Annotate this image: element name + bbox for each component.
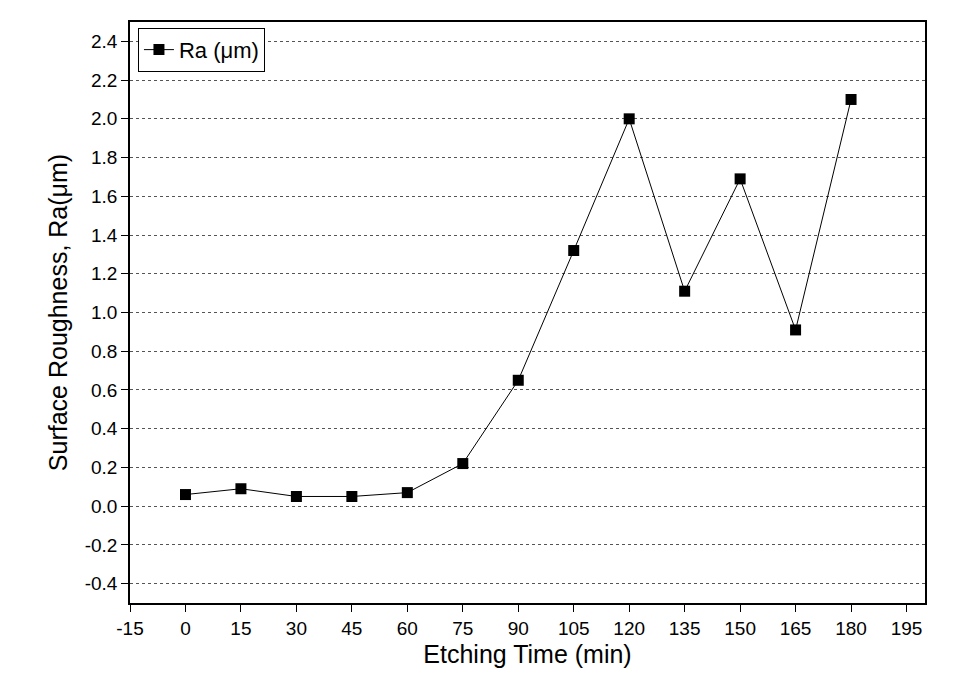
svg-text:1.4: 1.4 — [91, 225, 118, 246]
svg-text:2.4: 2.4 — [91, 31, 118, 52]
svg-text:135: 135 — [669, 618, 701, 639]
svg-text:105: 105 — [558, 618, 590, 639]
svg-text:-15: -15 — [116, 618, 143, 639]
svg-text:195: 195 — [891, 618, 923, 639]
svg-text:45: 45 — [341, 618, 362, 639]
svg-text:2.2: 2.2 — [91, 70, 117, 91]
svg-text:1.2: 1.2 — [91, 263, 117, 284]
svg-text:0: 0 — [180, 618, 191, 639]
svg-text:0.0: 0.0 — [91, 496, 117, 517]
svg-text:0.8: 0.8 — [91, 341, 117, 362]
svg-text:-0.2: -0.2 — [85, 535, 118, 556]
svg-text:2.0: 2.0 — [91, 108, 117, 129]
svg-text:1.6: 1.6 — [91, 186, 117, 207]
svg-text:0.6: 0.6 — [91, 380, 117, 401]
svg-text:30: 30 — [286, 618, 307, 639]
svg-text:120: 120 — [613, 618, 645, 639]
svg-text:75: 75 — [452, 618, 473, 639]
svg-text:Surface Roughness, Ra(μm): Surface Roughness, Ra(μm) — [44, 154, 72, 471]
svg-text:Etching Time (min): Etching Time (min) — [423, 640, 631, 668]
svg-text:180: 180 — [835, 618, 867, 639]
svg-text:0.2: 0.2 — [91, 457, 117, 478]
svg-text:Ra (μm): Ra (μm) — [179, 38, 259, 63]
svg-text:1.0: 1.0 — [91, 302, 117, 323]
svg-text:-0.4: -0.4 — [85, 573, 118, 594]
svg-text:165: 165 — [780, 618, 812, 639]
svg-text:150: 150 — [724, 618, 756, 639]
svg-text:1.8: 1.8 — [91, 147, 117, 168]
svg-text:15: 15 — [230, 618, 251, 639]
svg-text:90: 90 — [508, 618, 529, 639]
svg-text:0.4: 0.4 — [91, 418, 118, 439]
svg-text:60: 60 — [397, 618, 418, 639]
